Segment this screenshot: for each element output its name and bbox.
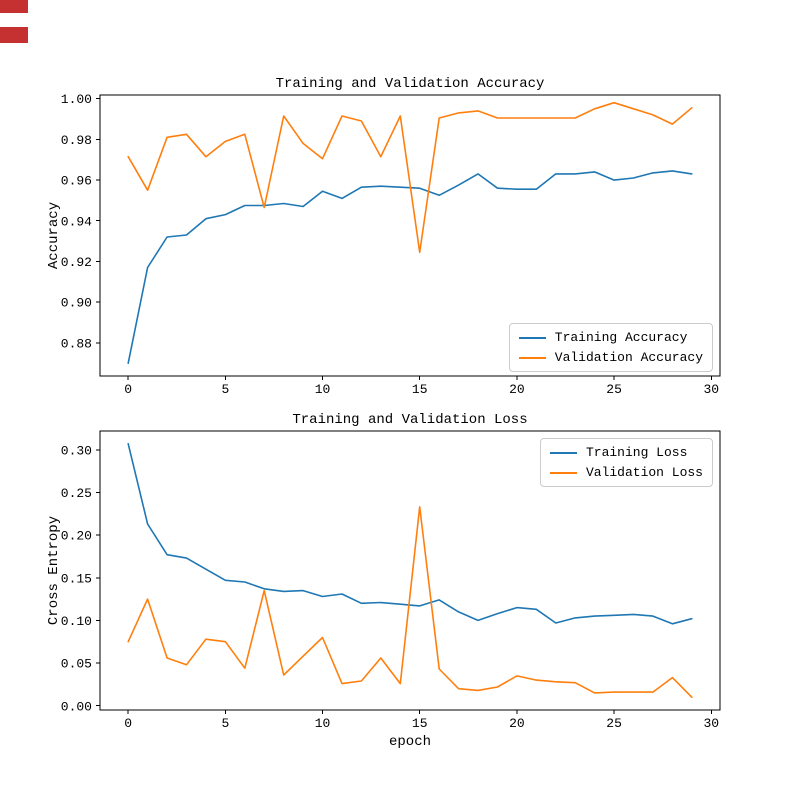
x-tick-label: 15 (412, 716, 428, 731)
y-tick-label: 1.00 (61, 92, 92, 107)
x-tick-label: 10 (315, 382, 331, 397)
x-tick-label: 25 (606, 716, 622, 731)
x-tick-label: 5 (221, 716, 229, 731)
line-validation-accuracy (127, 101, 693, 254)
axis-ticks-accuracy: 0 5 10 15 20 25 30 0.88 0.90 0.92 0.94 0.96 0.98 1.00 (61, 92, 719, 397)
y-tick-label: 0.90 (61, 296, 92, 311)
x-tick-label: 30 (703, 382, 719, 397)
legend-item-training-accuracy: Training Accuracy (518, 330, 703, 345)
legend-label-training-loss: Training Loss (585, 445, 688, 460)
x-tick-label: 20 (509, 382, 525, 397)
series-lines-loss (127, 442, 693, 699)
x-tick-label: 15 (412, 382, 428, 397)
y-tick-label: 0.05 (61, 657, 92, 672)
legend-item-validation-loss: Validation Loss (549, 465, 703, 480)
chart-title-loss: Training and Validation Loss (292, 412, 527, 428)
legend-line-validation-loss (549, 471, 577, 474)
y-tick-label: 0.10 (61, 614, 92, 629)
y-tick-label: 0.88 (61, 336, 92, 351)
red-marker-bottom (0, 27, 28, 43)
y-tick-label: 0.92 (61, 255, 92, 270)
legend-loss: Training Loss Validation Loss (539, 438, 713, 487)
plot-area-accuracy (99, 94, 721, 377)
y-axis-label-loss: Cross Entropy (46, 516, 62, 625)
plot-area-loss (99, 430, 721, 711)
y-tick-label: 0.20 (61, 529, 92, 544)
x-tick-label: 10 (315, 716, 331, 731)
legend-label-validation-loss: Validation Loss (585, 465, 703, 480)
x-tick-label: 25 (606, 382, 622, 397)
legend-line-training-loss (549, 451, 577, 454)
legend-line-validation-accuracy (518, 356, 546, 359)
red-marker-top (0, 0, 28, 13)
y-tick-label: 0.15 (61, 571, 92, 586)
x-tick-label: 20 (509, 716, 525, 731)
chart-title-accuracy: Training and Validation Accuracy (276, 76, 545, 92)
loss-chart: 0 5 10 15 20 25 30 0.00 0.05 0.10 0.15 0.20 0.25 0.30… (46, 412, 721, 750)
legend-item-training-loss: Training Loss (549, 445, 703, 460)
x-tick-label: 0 (124, 382, 132, 397)
legend-item-validation-accuracy: Validation Accuracy (518, 350, 703, 365)
x-axis-label-epoch: epoch (389, 734, 431, 750)
legend-accuracy: Training Accuracy Validation Accuracy (508, 323, 713, 372)
y-tick-label: 0.25 (61, 486, 92, 501)
legend-line-training-accuracy (518, 336, 546, 339)
axis-ticks-loss: 0 5 10 15 20 25 30 0.00 0.05 0.10 0.15 0.20 0.25 0.30 (61, 443, 719, 731)
x-tick-label: 30 (703, 716, 719, 731)
y-tick-label: 0.30 (61, 443, 92, 458)
legend-label-training-accuracy: Training Accuracy (554, 330, 688, 345)
x-tick-label: 0 (124, 716, 132, 731)
x-tick-label: 5 (221, 382, 229, 397)
y-tick-label: 0.94 (61, 214, 92, 229)
y-tick-label: 0.96 (61, 174, 92, 189)
series-lines-accuracy (127, 101, 693, 365)
y-tick-label: 0.98 (61, 133, 92, 148)
line-validation-loss (127, 506, 693, 699)
y-tick-label: 0.00 (61, 699, 92, 714)
accuracy-chart: 0 5 10 15 20 25 30 0.88 0.90 0.92 0.94 0.96 0.98 1.00… (46, 76, 721, 397)
line-training-loss (127, 442, 693, 625)
legend-label-validation-accuracy: Validation Accuracy (554, 350, 703, 365)
y-axis-label-accuracy: Accuracy (46, 202, 62, 269)
